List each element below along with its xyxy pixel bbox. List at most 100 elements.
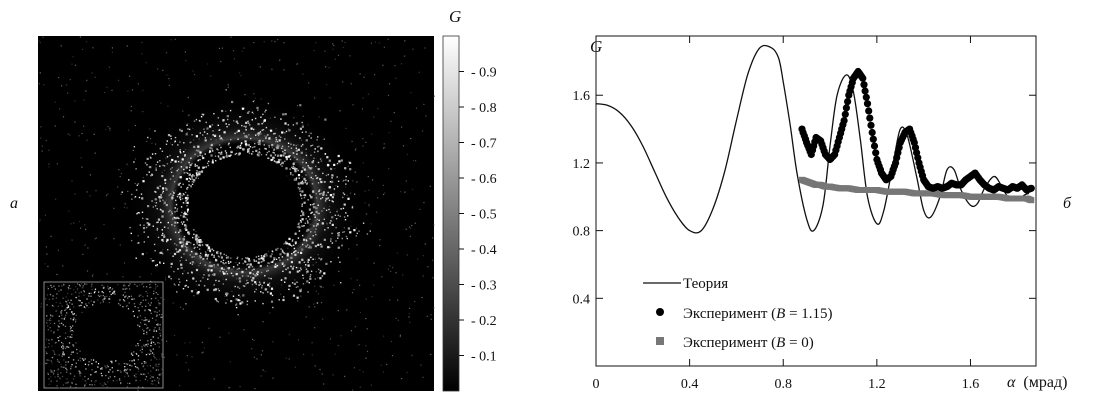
speckle-dot: [276, 265, 279, 267]
speckle-dot: [150, 157, 152, 159]
speckle-dot: [259, 264, 262, 268]
speckle-dot: [303, 168, 306, 171]
speckle-dot: [253, 259, 255, 261]
noise-dot: [423, 202, 425, 204]
speckle-dot: [319, 193, 321, 195]
noise-dot: [40, 306, 42, 308]
speckle-dot: [335, 240, 337, 242]
speckle-dot: [245, 129, 247, 131]
speckle-dot: [262, 259, 264, 262]
panel-a-label: a: [10, 195, 18, 212]
inset-speckle-dot: [133, 303, 136, 305]
noise-dot: [113, 207, 115, 209]
noise-dot: [389, 299, 391, 301]
inset-speckle-dot: [149, 329, 151, 331]
speckle-dot: [311, 144, 314, 146]
speckle-dot: [185, 227, 187, 229]
speckle-dot: [142, 180, 145, 183]
panel-b-label: б: [1063, 195, 1072, 212]
inset-speckle-dot: [127, 297, 129, 299]
inset-speckle-dot: [147, 343, 149, 345]
speckle-dot: [199, 239, 202, 242]
speckle-dot: [192, 174, 194, 176]
noise-dot: [359, 284, 361, 286]
inset-speckle-dot: [76, 289, 79, 291]
speckle-dot: [291, 240, 294, 242]
noise-dot: [433, 307, 435, 309]
speckle-dot: [214, 155, 217, 157]
speckle-dot: [141, 253, 144, 256]
speckle-dot: [199, 244, 201, 246]
speckle-dot: [187, 232, 191, 235]
speckle-dot: [190, 157, 192, 159]
speckle-dot: [245, 261, 247, 263]
inset-speckle-dot: [70, 318, 72, 320]
speckle-dot: [335, 218, 338, 220]
speckle-dot: [234, 132, 236, 135]
noise-dot: [93, 133, 95, 135]
speckle-dot: [146, 164, 148, 166]
noise-dot: [388, 83, 391, 85]
colorbar-tick-label: - 0.5: [471, 208, 497, 223]
speckle-dot: [326, 163, 330, 167]
speckle-dot: [193, 256, 195, 258]
speckle-dot: [257, 154, 260, 157]
inset-speckle-dot: [147, 372, 149, 374]
noise-dot: [39, 42, 41, 44]
speckle-dot: [184, 154, 186, 156]
speckle-dot: [290, 261, 293, 264]
speckle-dot: [294, 134, 297, 137]
inset-speckle-dot: [125, 363, 127, 365]
noise-dot: [283, 69, 285, 71]
inset-speckle-dot: [145, 344, 147, 346]
noise-dot: [412, 48, 414, 50]
inset-speckle-dot: [144, 345, 146, 347]
inset-speckle-dot: [57, 360, 59, 362]
speckle-dot: [284, 122, 287, 125]
speckle-dot: [193, 243, 195, 246]
speckle-dot: [209, 249, 212, 252]
speckle-dot: [287, 258, 289, 261]
speckle-dot: [317, 150, 319, 152]
inset-speckle-dot: [123, 370, 125, 372]
speckle-dot: [163, 235, 166, 238]
inset-speckle-dot: [156, 377, 159, 379]
inset-speckle-dot: [139, 379, 141, 382]
speckle-dot: [316, 302, 319, 304]
noise-dot: [62, 265, 64, 267]
colorbar-tick-label: - 0.3: [471, 279, 497, 294]
speckle-dot: [330, 220, 332, 222]
speckle-dot: [254, 142, 256, 145]
speckle-dot: [258, 258, 260, 261]
speckle-dot: [180, 266, 183, 269]
inset-speckle-dot: [124, 296, 126, 298]
noise-dot: [381, 276, 383, 278]
inset-speckle-dot: [66, 303, 68, 305]
noise-dot: [404, 40, 406, 42]
speckle-dot: [206, 162, 209, 164]
inset-speckle-dot: [88, 361, 91, 363]
noise-dot: [254, 388, 256, 390]
noise-dot: [422, 130, 424, 132]
inset-speckle-dot: [57, 329, 59, 331]
inset-speckle-dot: [123, 284, 125, 286]
speckle-dot: [161, 253, 164, 255]
exp-b115-point: [840, 117, 848, 125]
speckle-dot: [239, 299, 241, 302]
inset-speckle-dot: [46, 304, 48, 306]
inset-speckle-dot: [68, 356, 70, 359]
speckle-dot: [225, 293, 227, 296]
speckle-dot: [235, 120, 238, 123]
noise-dot: [92, 274, 94, 276]
speckle-dot: [266, 151, 269, 154]
inset-speckle-dot: [88, 292, 90, 295]
speckle-dot: [241, 124, 243, 127]
inset-speckle-dot: [48, 359, 50, 361]
inset-speckle-dot: [154, 288, 156, 290]
speckle-dot: [194, 165, 196, 167]
inset-speckle-dot: [140, 294, 142, 296]
inset-speckle-dot: [61, 341, 63, 344]
inset-speckle-dot: [145, 290, 147, 293]
speckle-dot: [263, 119, 266, 122]
speckle-dot: [223, 263, 225, 265]
